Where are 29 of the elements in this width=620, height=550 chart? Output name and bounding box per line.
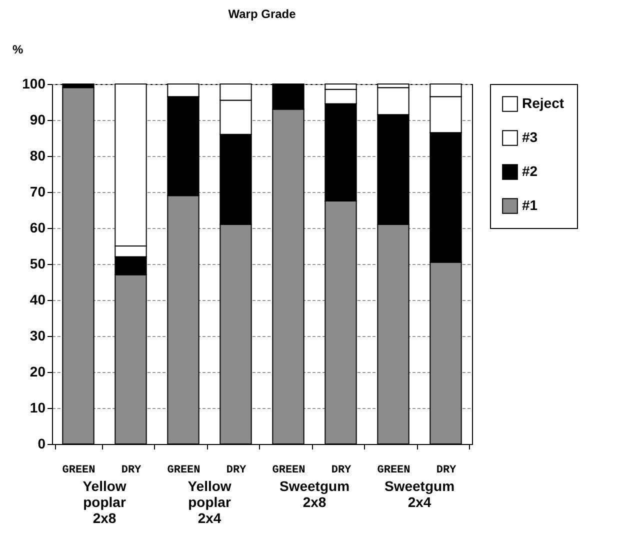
y-tick-label: 80 [30,148,46,164]
y-tick-label: 90 [30,112,46,128]
y-tick-label: 100 [22,76,46,92]
x-tick-label: GREEN [167,464,200,476]
y-tick-label: 40 [30,292,46,308]
text: Sweetgum 2x8 [279,478,350,510]
y-axis-title: % [12,42,24,56]
y-tick-label: 10 [30,400,46,416]
x-tick-label: GREEN [62,464,96,476]
legend-label: #2 [522,163,538,179]
y-tick-label: 30 [30,328,46,344]
legend-label: Reject [522,95,564,111]
text: Sweetgum 2x4 [384,478,455,510]
x-tick-label: GREEN [272,464,306,476]
text: Yellow poplar 2x4 [188,478,232,526]
x-tick-label: DRY [121,464,142,476]
legend-label: #3 [522,129,538,145]
y-tick-label: 70 [30,184,46,200]
legend-label: #1 [522,197,538,213]
text: Yellow poplar 2x8 [82,478,126,526]
x-tick-label: DRY [436,464,457,476]
chart-title: Warp Grade [228,7,296,21]
x-tick-label: GREEN [377,464,410,476]
x-tick-label: DRY [226,464,247,476]
y-tick-label: 60 [30,220,46,236]
x-tick-label: DRY [331,464,352,476]
y-tick-label: 20 [30,364,46,380]
y-tick-label: 50 [30,256,46,272]
y-tick-label: 0 [38,436,46,452]
